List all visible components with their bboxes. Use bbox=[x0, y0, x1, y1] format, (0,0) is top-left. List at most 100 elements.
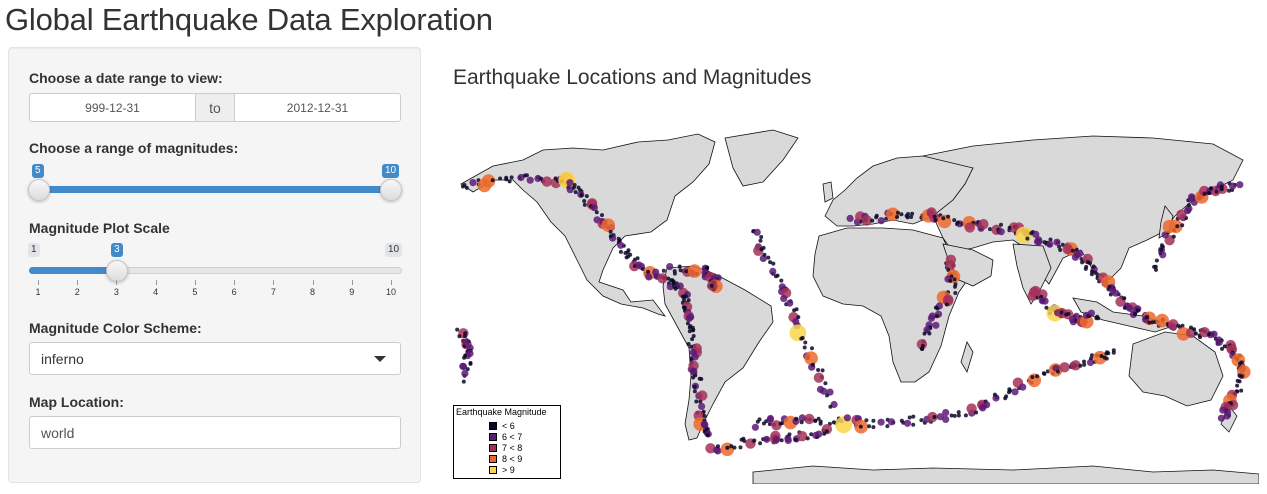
earthquake-point bbox=[579, 193, 584, 197]
plot-scale-fill bbox=[29, 267, 117, 274]
earthquake-point bbox=[1095, 314, 1100, 319]
plot-scale-tick-label: 8 bbox=[310, 287, 316, 297]
earthquake-point bbox=[1176, 209, 1187, 220]
earthquake-point bbox=[1220, 346, 1224, 351]
earthquake-point bbox=[566, 179, 574, 187]
earthquake-point bbox=[687, 264, 702, 278]
earthquake-points-layer bbox=[455, 171, 1251, 457]
earthquake-point bbox=[1236, 181, 1244, 189]
earthquake-point bbox=[462, 183, 467, 187]
earthquake-point bbox=[956, 410, 961, 415]
earthquake-point bbox=[1239, 360, 1244, 365]
plot-scale-tick-label: 2 bbox=[74, 287, 80, 297]
earthquake-point bbox=[464, 185, 469, 190]
magnitude-low-handle[interactable] bbox=[28, 179, 50, 201]
earthquake-point bbox=[684, 269, 689, 274]
earthquake-point bbox=[732, 445, 737, 450]
earthquake-point bbox=[691, 375, 696, 380]
earthquake-point bbox=[1105, 350, 1110, 355]
earthquake-point bbox=[752, 438, 757, 443]
plot-scale-min-badge: 1 bbox=[28, 243, 40, 257]
earthquake-point bbox=[974, 410, 979, 415]
earthquake-point bbox=[822, 431, 827, 436]
earthquake-point bbox=[766, 255, 771, 260]
earthquake-point bbox=[1042, 240, 1047, 245]
earthquake-point bbox=[1209, 186, 1213, 191]
earthquake-point bbox=[775, 273, 780, 278]
color-scheme-select[interactable]: inferno bbox=[29, 342, 401, 375]
legend-label: 7 < 8 bbox=[502, 443, 523, 453]
plot-scale-tick bbox=[38, 280, 39, 285]
earthquake-point bbox=[895, 215, 899, 219]
earthquake-point bbox=[877, 217, 885, 225]
earthquake-point bbox=[698, 399, 703, 404]
earthquake-point bbox=[809, 432, 814, 437]
earthquake-point bbox=[702, 414, 707, 418]
plot-scale-tick bbox=[391, 280, 392, 285]
earthquake-point bbox=[725, 445, 730, 450]
earthquake-point bbox=[751, 423, 759, 431]
earthquake-point bbox=[1198, 335, 1203, 340]
date-start-input[interactable]: 999-12-31 bbox=[29, 93, 196, 122]
earthquake-point bbox=[932, 214, 937, 219]
earthquake-point bbox=[899, 212, 904, 217]
earthquake-point bbox=[457, 334, 462, 339]
earthquake-point bbox=[682, 305, 687, 310]
earthquake-point bbox=[767, 422, 772, 427]
land-antarctica bbox=[752, 465, 1260, 485]
earthquake-point bbox=[804, 413, 815, 425]
earthquake-point bbox=[953, 282, 958, 287]
earthquake-point bbox=[1090, 269, 1094, 274]
plot-scale-tick bbox=[77, 280, 79, 285]
earthquake-point bbox=[799, 420, 804, 425]
earthquake-point bbox=[1091, 264, 1096, 269]
earthquake-point bbox=[769, 267, 777, 275]
earthquake-point bbox=[1042, 371, 1047, 376]
earthquake-point bbox=[600, 213, 604, 218]
earthquake-point bbox=[1099, 354, 1104, 359]
earthquake-point bbox=[1112, 289, 1120, 297]
earthquake-point bbox=[738, 445, 743, 450]
legend-item: 8 < 9 bbox=[489, 454, 522, 464]
earthquake-point bbox=[507, 179, 512, 184]
earthquake-point bbox=[867, 424, 872, 429]
plot-scale-tick-label: 3 bbox=[113, 287, 119, 297]
earthquake-point bbox=[936, 413, 944, 421]
magnitude-high-handle[interactable] bbox=[380, 179, 402, 201]
plot-scale-handle[interactable] bbox=[106, 260, 128, 282]
earthquake-point bbox=[758, 238, 763, 243]
earthquake-point bbox=[1048, 237, 1053, 242]
earthquake-point bbox=[1025, 236, 1030, 241]
earthquake-point bbox=[1188, 194, 1196, 202]
earthquake-point bbox=[1019, 383, 1027, 391]
earthquake-point bbox=[1111, 348, 1116, 353]
plot-scale-value-badge: 3 bbox=[111, 243, 123, 257]
earthquake-point bbox=[846, 214, 854, 222]
date-end-input[interactable]: 2012-12-31 bbox=[234, 93, 401, 122]
earthquake-point bbox=[1070, 360, 1081, 371]
map-location-input[interactable]: world bbox=[29, 416, 401, 449]
land-layer bbox=[460, 129, 1260, 485]
earthquake-point bbox=[1082, 359, 1086, 364]
earthquake-point bbox=[1045, 369, 1050, 374]
earthquake-point bbox=[1171, 234, 1176, 239]
earthquake-point bbox=[988, 227, 992, 232]
earthquake-point bbox=[1207, 332, 1212, 337]
earthquake-point bbox=[584, 194, 589, 199]
earthquake-point bbox=[1229, 182, 1237, 190]
earthquake-point bbox=[657, 273, 668, 284]
earthquake-point bbox=[824, 429, 829, 434]
earthquake-point bbox=[690, 337, 695, 342]
earthquake-point bbox=[1082, 362, 1087, 367]
legend-swatch bbox=[489, 466, 497, 474]
earthquake-point bbox=[999, 222, 1003, 227]
earthquake-point bbox=[963, 413, 968, 418]
earthquake-point bbox=[946, 214, 951, 219]
earthquake-point bbox=[952, 413, 957, 418]
earthquake-point bbox=[1046, 240, 1054, 248]
earthquake-point bbox=[784, 434, 792, 443]
earthquake-point bbox=[741, 436, 746, 441]
earthquake-point bbox=[661, 268, 666, 273]
earthquake-point bbox=[927, 331, 932, 336]
earthquake-point bbox=[455, 327, 460, 332]
